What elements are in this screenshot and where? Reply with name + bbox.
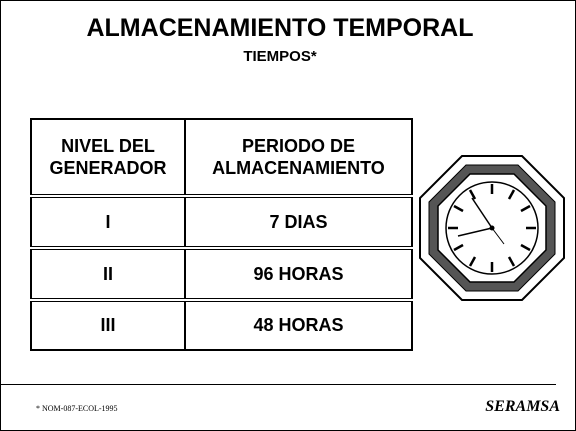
table-cell: III (30, 298, 186, 351)
column-header: PERIODO DE ALMACENAMIENTO (183, 118, 414, 197)
brand: SERAMSA (485, 398, 560, 415)
column-header: NIVEL DEL GENERADOR (30, 118, 186, 197)
table-cell: I (30, 193, 186, 250)
clock-icon (419, 155, 565, 301)
table-cell: 96 HORAS (183, 246, 414, 302)
table-cell: 7 DIAS (183, 193, 414, 250)
title: ALMACENAMIENTO TEMPORAL (86, 14, 474, 42)
footnote: * NOM-087-ECOL-1995 (36, 404, 118, 413)
table-cell: 48 HORAS (183, 298, 414, 351)
table-cell: II (30, 246, 186, 302)
table-row: III 48 HORAS (30, 298, 414, 351)
subtitle: TIEMPOS* (243, 48, 317, 65)
table-row: II 96 HORAS (30, 246, 414, 302)
footer-rule (0, 384, 556, 385)
header-row: NIVEL DEL GENERADOR PERIODO DE ALMACENAMI… (30, 118, 414, 197)
storage-table: NIVEL DEL GENERADOR PERIODO DE ALMACENAMI… (30, 118, 414, 351)
